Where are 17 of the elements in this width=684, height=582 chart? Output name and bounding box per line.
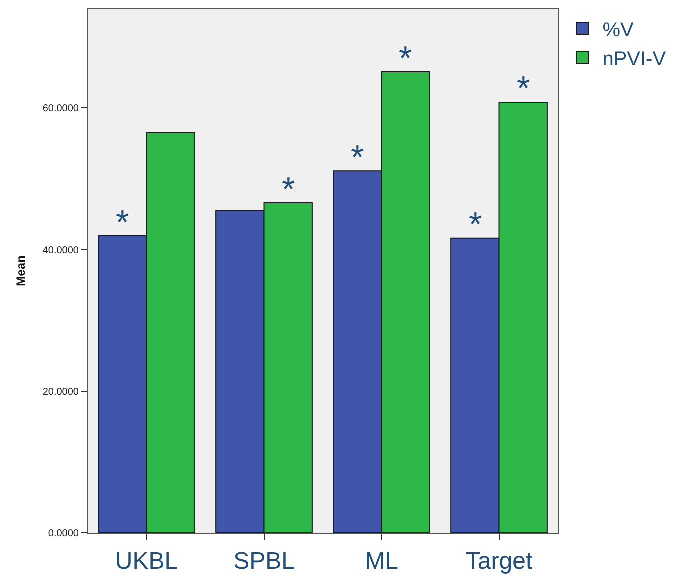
annotation: * (282, 171, 296, 209)
y-tick-label: 20.0000 (42, 386, 80, 398)
y-tick-label: 40.0000 (42, 245, 80, 256)
annotation: * (517, 70, 530, 108)
annotation: * (469, 206, 482, 244)
y-tick-label: 60.0000 (42, 104, 80, 115)
y-tick-label: 0.0000 (48, 528, 80, 540)
annotation: * (116, 204, 130, 242)
y-axis-title: Mean (14, 256, 28, 286)
annotation: * (399, 40, 412, 78)
x-tick-label: ML (365, 548, 398, 575)
x-tick-label: Target (466, 548, 533, 575)
x-tick-label: SPBL (234, 548, 295, 575)
legend-label: %V (602, 19, 634, 42)
legend-label: nPVI-V (602, 48, 667, 70)
annotation: * (351, 139, 364, 177)
x-tick-label: UKBL (115, 548, 178, 575)
